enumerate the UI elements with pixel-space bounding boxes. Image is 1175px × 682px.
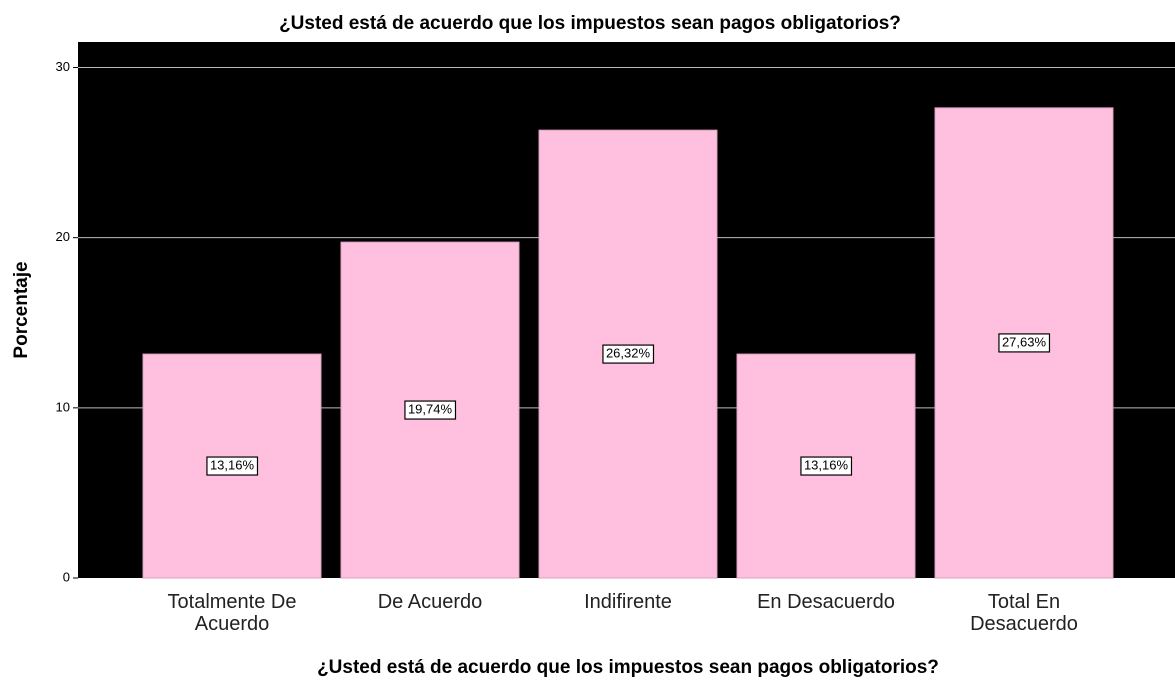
value-label: 13,16% [210, 457, 255, 472]
value-label: 27,63% [1002, 334, 1047, 349]
value-label-box [800, 456, 853, 476]
y-tick-label: 30 [56, 59, 70, 74]
x-axis-title: ¿Usted está de acuerdo que los impuestos… [317, 657, 939, 678]
x-tick-label: Totalmente De Acuerdo [167, 591, 297, 635]
y-tick-label: 0 [63, 569, 70, 584]
value-label-box [206, 456, 259, 476]
x-tick-label: Total En Desacuerdo [970, 591, 1078, 635]
value-label: 13,16% [804, 457, 849, 472]
y-axis-title: Porcentaje [11, 261, 32, 358]
y-tick-label: 20 [56, 229, 70, 244]
y-tick-label: 10 [56, 399, 70, 414]
value-label: 19,74% [408, 401, 453, 416]
value-label: 26,32% [606, 346, 651, 361]
value-label-box [602, 344, 655, 364]
x-tick-label: En Desacuerdo [757, 591, 895, 613]
chart-title: ¿Usted está de acuerdo que los impuestos… [279, 13, 901, 34]
x-tick-label: De Acuerdo [377, 591, 483, 613]
value-label-box [998, 333, 1051, 353]
x-tick-label: Indifirente [584, 591, 672, 613]
value-label-box [404, 400, 457, 420]
